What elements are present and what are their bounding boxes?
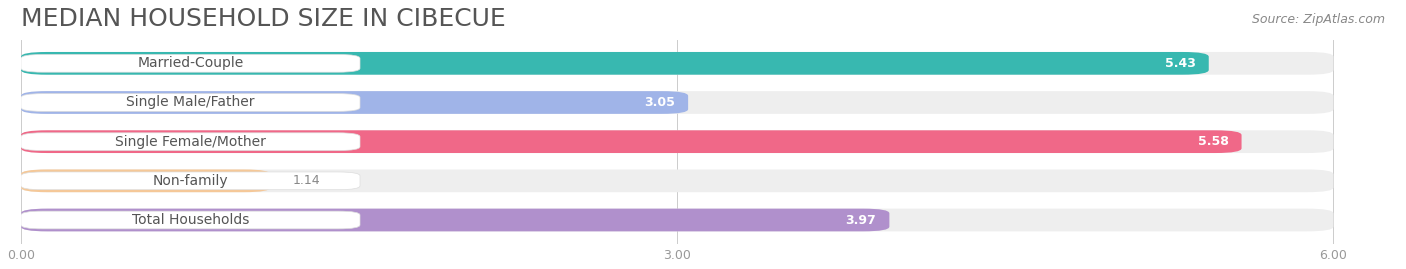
Text: 3.05: 3.05 bbox=[644, 96, 675, 109]
Text: Non-family: Non-family bbox=[153, 174, 228, 188]
FancyBboxPatch shape bbox=[21, 94, 360, 111]
FancyBboxPatch shape bbox=[21, 52, 1209, 75]
FancyBboxPatch shape bbox=[21, 130, 1241, 153]
FancyBboxPatch shape bbox=[21, 209, 1333, 231]
FancyBboxPatch shape bbox=[21, 91, 1333, 114]
FancyBboxPatch shape bbox=[21, 91, 688, 114]
FancyBboxPatch shape bbox=[21, 172, 360, 190]
FancyBboxPatch shape bbox=[21, 55, 360, 72]
FancyBboxPatch shape bbox=[21, 209, 890, 231]
Text: Source: ZipAtlas.com: Source: ZipAtlas.com bbox=[1251, 13, 1385, 26]
FancyBboxPatch shape bbox=[21, 52, 1333, 75]
Text: 5.43: 5.43 bbox=[1164, 57, 1195, 70]
FancyBboxPatch shape bbox=[21, 211, 360, 229]
FancyBboxPatch shape bbox=[21, 133, 360, 151]
Text: 1.14: 1.14 bbox=[292, 174, 319, 187]
Text: Single Male/Father: Single Male/Father bbox=[127, 95, 254, 109]
Text: 3.97: 3.97 bbox=[845, 214, 876, 226]
FancyBboxPatch shape bbox=[21, 169, 1333, 192]
Text: Total Households: Total Households bbox=[132, 213, 249, 227]
Text: Single Female/Mother: Single Female/Mother bbox=[115, 135, 266, 149]
Text: 5.58: 5.58 bbox=[1198, 135, 1229, 148]
FancyBboxPatch shape bbox=[21, 130, 1333, 153]
FancyBboxPatch shape bbox=[21, 169, 270, 192]
Text: MEDIAN HOUSEHOLD SIZE IN CIBECUE: MEDIAN HOUSEHOLD SIZE IN CIBECUE bbox=[21, 7, 506, 31]
Text: Married-Couple: Married-Couple bbox=[138, 56, 243, 70]
